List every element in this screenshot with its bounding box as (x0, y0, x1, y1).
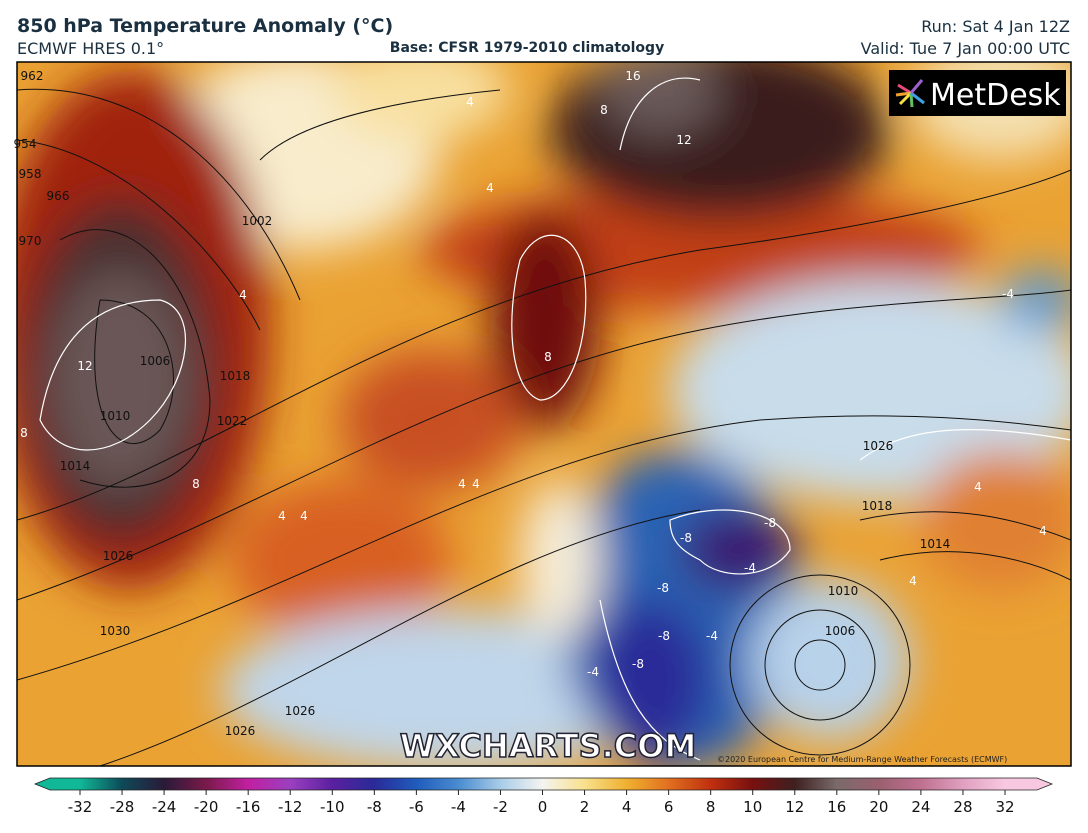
anomaly-label: 8 (20, 426, 28, 440)
map (17, 62, 1071, 766)
anomaly-label: 4 (300, 509, 308, 523)
colorbar-tick-label: -4 (451, 798, 466, 816)
anomaly-label: 4 (486, 181, 494, 195)
colorbar-tick-label: 32 (995, 798, 1014, 816)
isobar-label: 1014 (920, 537, 951, 551)
isobar-label: 1018 (862, 499, 893, 513)
colorbar-tick-label: 0 (538, 798, 548, 816)
isobar-label: 1010 (100, 409, 131, 423)
colorbar-tick-label: -28 (110, 798, 135, 816)
colorbar-tick-label: -32 (68, 798, 93, 816)
anomaly-label: -8 (680, 531, 692, 545)
colorbar-tick-label: 2 (580, 798, 590, 816)
title: 850 hPa Temperature Anomaly (°C) (17, 15, 393, 37)
anomaly-label: 16 (625, 69, 640, 83)
colorbar-tick-label: -12 (278, 798, 303, 816)
anomaly-label: -8 (764, 516, 776, 530)
anomaly-label: -4 (744, 561, 756, 575)
anomaly-label: -8 (658, 629, 670, 643)
anomaly-label: 4 (458, 477, 466, 491)
anomaly-label: 4 (909, 574, 917, 588)
logo-box (889, 70, 1066, 116)
anomaly-label: 4 (472, 477, 480, 491)
isobar-label: 1006 (140, 354, 171, 368)
anomaly-label: 12 (77, 359, 92, 373)
isobar-label: 962 (21, 69, 44, 83)
anomaly-label: -4 (587, 665, 599, 679)
colorbar-tick-label: -8 (367, 798, 382, 816)
colorbar-tick-label: 16 (827, 798, 846, 816)
anomaly-label: 8 (192, 477, 200, 491)
colorbar-tick-label: -6 (409, 798, 424, 816)
anomaly-label: 4 (239, 288, 247, 302)
isobars (17, 88, 1071, 766)
colorbar-tick-label: 10 (743, 798, 762, 816)
colorbar-tick-label: 6 (664, 798, 674, 816)
colorbar-tick-label: 20 (869, 798, 888, 816)
logo-icon (895, 79, 925, 108)
copyright: ©2020 European Centre for Medium-Range W… (717, 755, 1007, 764)
anomaly-label: -4 (1002, 287, 1014, 301)
isobar-label: 1030 (100, 624, 131, 638)
isobar-label: 954 (14, 137, 37, 151)
colorbar-tick-label: -20 (194, 798, 219, 816)
isobar-label: 1026 (103, 549, 134, 563)
watermark: WXCHARTS.COM (400, 727, 697, 765)
colorbar-tick-label: 12 (785, 798, 804, 816)
colorbar-tick-label: -2 (493, 798, 508, 816)
isobar-label: 1026 (863, 439, 894, 453)
anomaly-label: -8 (632, 657, 644, 671)
isobar-label: 970 (19, 234, 42, 248)
isobar-label: 1002 (242, 214, 273, 228)
isobar-label: 1022 (217, 414, 248, 428)
isobar-label: 1018 (220, 369, 251, 383)
anomaly-contours (39, 77, 1071, 761)
colorbar-tick-label: -16 (236, 798, 261, 816)
colorbar-tick-label: -24 (152, 798, 177, 816)
anomaly-label: 4 (1039, 524, 1047, 538)
anomaly-label: -8 (657, 581, 669, 595)
map-frame (16, 61, 1072, 767)
isobar-label: 958 (19, 167, 42, 181)
colorbar-tick-label: 28 (953, 798, 972, 816)
isobar-label: 1026 (285, 704, 316, 718)
colorbar-tick-label: -10 (320, 798, 345, 816)
colorbar: -32 -28 -24 -20 -16 -12 -10 -8 -6 -4 -2 0 2 4 6 8 10 12 16… (33, 777, 1054, 816)
anomaly-label: 4 (466, 95, 474, 109)
isobar-label: 1014 (60, 459, 91, 473)
anomaly-label: 12 (676, 133, 691, 147)
valid-time: Valid: Tue 7 Jan 00:00 UTC (861, 39, 1070, 58)
isobar-label: 1026 (225, 724, 256, 738)
run-time: Run: Sat 4 Jan 12Z (921, 17, 1070, 36)
isobar-label: 1010 (828, 584, 859, 598)
colorbar-tick-label: 8 (706, 798, 716, 816)
isobar-label: 966 (47, 189, 70, 203)
colorbar-tick-label: 4 (622, 798, 632, 816)
colorbar-tick-label: 24 (911, 798, 930, 816)
colorbar-fill (33, 777, 1054, 791)
anomaly-label: -4 (706, 629, 718, 643)
anomaly-label: 8 (600, 103, 608, 117)
map-labels: 962 954 958 966 970 1002 1006 1010 1014 1022 1018 1… (14, 69, 1047, 738)
logo-text: MetDesk (930, 78, 1061, 113)
anomaly-label: 8 (544, 350, 552, 364)
isobar-label: 1006 (825, 624, 856, 638)
base: Base: CFSR 1979-2010 climatology (390, 40, 664, 56)
model: ECMWF HRES 0.1° (17, 39, 164, 58)
anomaly-label: 4 (278, 509, 286, 523)
anomaly-label: 4 (974, 480, 982, 494)
